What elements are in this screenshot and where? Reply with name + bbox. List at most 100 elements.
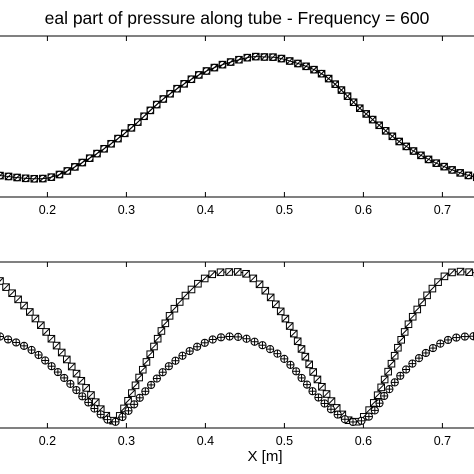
bottom-series-1-point [200,338,209,347]
top-series-1-point [127,124,136,132]
bottom-series-1-point [78,392,87,401]
top-series-1-point [71,163,79,171]
bottom-tick-label: 0.2 [39,434,56,448]
bottom-series-1-point [216,333,226,342]
bottom-series-0-point [233,268,242,276]
bottom-series-1-point [135,393,144,402]
bottom-series-0-point [397,336,405,344]
bottom-series-1-point [390,378,399,387]
bottom-series-0-point [87,391,95,399]
bottom-series-0-point [327,397,336,405]
bottom-series-0-point [165,312,174,320]
top-series-1-point [120,129,129,138]
bottom-series-0-point [249,274,258,283]
bottom-series-1-point [436,339,445,348]
top-series-1-point [310,65,318,74]
top-series-1-point [30,174,39,183]
bottom-series-1-point [34,350,43,360]
top-series-1-point [85,154,94,162]
bottom-series-0-point [62,355,71,364]
bottom-series-0-point [175,298,184,306]
bottom-series-1-point [19,341,29,350]
bottom-series-0-point [384,367,392,376]
bottom-series-0-point [440,272,449,281]
top-series-1-point [47,173,56,181]
bottom-series-1-point [158,368,167,377]
top-series-1-point [218,60,227,69]
bottom-series-0-point [272,300,280,309]
bottom-series-1-point [242,334,251,343]
bottom-series-0-point [31,314,40,323]
bottom-series-0-point [285,322,294,330]
bottom-plot: 0.2 0.3 0.4 0.5 0.6 0.7 [0,261,474,448]
bottom-series-0-point [135,373,143,382]
top-series-1-point [134,118,142,126]
bottom-series-1-point [340,415,350,424]
top-series-1-point [78,158,87,167]
top-series-1-point [210,63,219,72]
top-tick-label: 0.5 [276,203,293,217]
top-series-1-point [140,112,148,121]
bottom-tick-label: 0.6 [355,434,372,448]
bottom-series-1-point [364,412,373,421]
bottom-series-0-point [408,312,417,321]
top-series-1-point [343,92,352,100]
top-series-1-point [107,139,115,148]
bottom-series-1-point [27,345,36,355]
top-series-1-point [285,57,294,65]
bottom-series-1-point [47,362,56,371]
bottom-series-1-point [3,335,13,344]
top-series-1-point [114,134,122,143]
top-series-1-point [152,100,161,109]
bottom-series-0-point [216,268,225,277]
bottom-series-1-point [225,332,234,341]
bottom-series-0-point [301,352,310,361]
top-series-1-point [93,149,101,158]
bottom-series-1-point [111,417,120,426]
bottom-series-0-point [309,368,317,376]
bottom-series-0-point [157,327,166,335]
bottom-series-0-point [289,329,298,338]
bottom-series-0-point [14,295,22,304]
bottom-series-1-point [72,385,81,395]
bottom-series-0-point [394,343,402,352]
bottom-series-1-point [297,373,306,383]
bottom-series-1-point [348,417,358,427]
bottom-series-0-point [72,369,81,378]
bottom-series-1-point [380,391,389,401]
bottom-series-0-point [181,291,190,300]
top-series-1-point [456,169,464,177]
top-chart-title: eal part of pressure along tube - Freque… [45,8,430,28]
top-series-1-point [166,89,174,98]
bottom-series-0-point [281,314,290,323]
bottom-series-1-point [428,343,438,353]
bottom-series-1-point [286,360,295,369]
bottom-series-0-point [261,286,270,295]
bottom-series-1-point [460,332,469,341]
bottom-series-0-point [20,301,28,310]
bottom-series-0-point [465,268,473,276]
bottom-series-1-point [357,416,366,425]
top-tick-label: 0.7 [434,203,451,217]
top-series-1-point [464,171,473,180]
bottom-series-0-point [52,341,61,350]
bottom-series-0-point [423,291,431,300]
bottom-series-1-point [250,337,259,346]
top-series-1-point [146,106,155,115]
bottom-series-1-point [84,398,93,407]
bottom-series-1-point [193,342,202,351]
bottom-series-0-point [142,358,151,366]
top-tick-label: 0.6 [355,203,372,217]
bottom-series-1-point [421,348,430,358]
top-series-1-point [324,74,333,83]
bottom-series-0-point [266,293,275,302]
top-tick-label: 0.3 [118,203,135,217]
bottom-series-1-point [385,385,394,394]
bottom-series-1-point [178,351,187,360]
bottom-series-1-point [141,387,150,396]
top-series-1-point [417,151,425,160]
bottom-series-0-point [131,381,140,390]
bottom-series-1-point [152,374,161,383]
bottom-series-0-point [37,321,45,329]
top-series-1-point [235,55,243,64]
